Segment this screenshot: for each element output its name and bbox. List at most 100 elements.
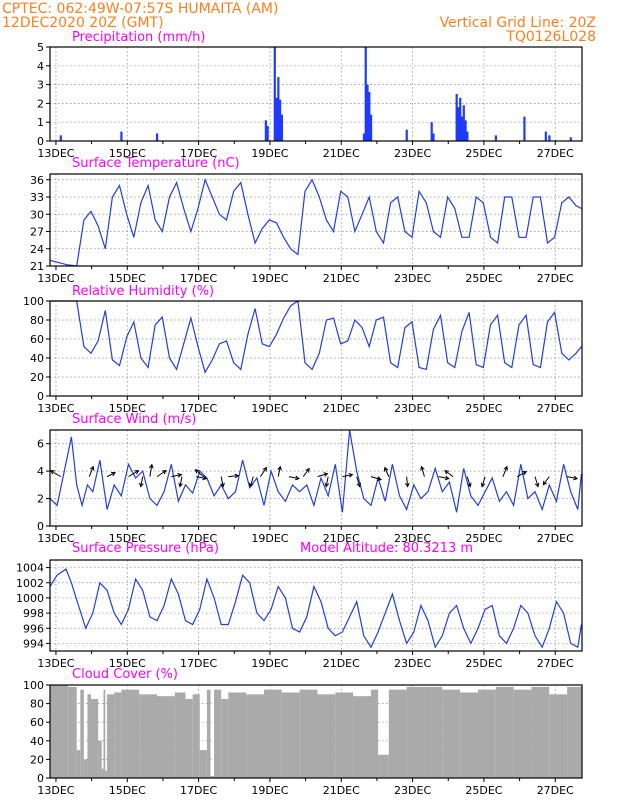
wind-vector bbox=[404, 476, 410, 488]
humidity-ytick-label: 40 bbox=[30, 352, 44, 365]
pressure-xtick-label: 21DEC bbox=[323, 657, 360, 670]
wind-ytick-label: 4 bbox=[37, 465, 44, 478]
precip-bar bbox=[569, 137, 572, 141]
temperature-frame bbox=[49, 173, 583, 267]
cloud-column bbox=[101, 768, 104, 778]
pressure-ytick-label: 994 bbox=[23, 637, 44, 650]
precip-bar bbox=[155, 133, 159, 141]
temperature-ytick-label: 21 bbox=[30, 260, 44, 273]
grid-line-note: Vertical Grid Line: 20Z bbox=[440, 15, 596, 31]
cloud-cover-ytick-label: 100 bbox=[23, 679, 44, 692]
temperature-xtick-label: 21DEC bbox=[323, 272, 360, 285]
precip-bar bbox=[405, 129, 408, 141]
precip-bar bbox=[280, 114, 284, 141]
wind-vector bbox=[139, 476, 144, 488]
wind-vector bbox=[383, 466, 390, 477]
model-id: TQ0126L028 bbox=[505, 29, 596, 45]
panel-humidity: Relative Humidity (%) 0 20 40 60 80 100 13DEC 15… bbox=[23, 284, 583, 415]
cloud-column bbox=[139, 694, 157, 778]
wind-ytick-label: 6 bbox=[37, 438, 44, 451]
cloud-column bbox=[531, 686, 550, 778]
cloud-column bbox=[495, 686, 514, 778]
cloud-cover-ytick-label: 0 bbox=[37, 772, 44, 785]
cloud-column bbox=[214, 689, 222, 778]
precip-bar bbox=[277, 77, 280, 141]
cloud-column bbox=[246, 694, 264, 778]
cloud-column bbox=[477, 689, 496, 778]
cloud-cover-xtick-label: 27DEC bbox=[537, 784, 574, 797]
precipitation-xtick-label: 23DEC bbox=[394, 147, 431, 160]
cloud-column bbox=[103, 689, 106, 778]
wind-vector bbox=[444, 470, 454, 478]
temperature-ytick-label: 27 bbox=[30, 226, 44, 239]
precip-bar bbox=[368, 92, 371, 141]
temperature-ytick-label: 24 bbox=[30, 243, 44, 256]
humidity-title: Relative Humidity (%) bbox=[72, 284, 214, 299]
wind-vector bbox=[277, 465, 282, 477]
cloud-cover-xtick-label: 21DEC bbox=[323, 784, 360, 797]
temperature-ytick-label: 30 bbox=[30, 208, 44, 221]
precipitation-ytick-label: 2 bbox=[37, 97, 44, 110]
cloud-column bbox=[80, 689, 84, 778]
precip-bar bbox=[59, 135, 62, 141]
cloud-cover-frame bbox=[49, 684, 583, 779]
panel-temperature: Surface Temperature (nC) 21 24 27 30 33 36 13DE… bbox=[30, 156, 583, 285]
cloud-column bbox=[67, 686, 77, 778]
wind-vector bbox=[171, 472, 183, 478]
cloud-column bbox=[549, 694, 568, 778]
wind-vector bbox=[317, 472, 329, 478]
wind-vector bbox=[156, 470, 167, 478]
precip-bar bbox=[462, 105, 465, 141]
humidity-xtick-label: 23DEC bbox=[394, 402, 431, 415]
precip-bar bbox=[279, 99, 282, 141]
precip-bar bbox=[455, 94, 458, 141]
precip-bar bbox=[273, 47, 276, 141]
cloud-column bbox=[406, 686, 425, 778]
temperature-xtick-label: 17DEC bbox=[180, 272, 217, 285]
precip-bar bbox=[457, 107, 460, 141]
temperature-xtick-label: 25DEC bbox=[465, 272, 502, 285]
cloud-column bbox=[83, 759, 88, 778]
cloud-column bbox=[424, 686, 443, 778]
wind-xtick-label: 27DEC bbox=[537, 532, 574, 545]
cloud-cover-ytick-label: 20 bbox=[30, 753, 44, 766]
wind-line bbox=[49, 429, 582, 513]
pressure-xtick-label: 25DEC bbox=[465, 657, 502, 670]
humidity-line bbox=[50, 299, 582, 374]
wind-ytick-label: 0 bbox=[37, 520, 44, 533]
precip-bar bbox=[544, 131, 547, 141]
pressure-line bbox=[49, 568, 582, 649]
cloud-column bbox=[156, 696, 175, 778]
precipitation-ytick-label: 1 bbox=[37, 116, 44, 129]
cloud-cover-xtick-label: 15DEC bbox=[109, 784, 146, 797]
pressure-frame bbox=[49, 559, 583, 652]
cloud-column bbox=[281, 692, 300, 778]
precipitation-ytick-label: 4 bbox=[37, 60, 44, 73]
cloud-cover-xtick-label: 17DEC bbox=[180, 784, 217, 797]
cloud-column bbox=[76, 750, 81, 778]
temperature-title: Surface Temperature (nC) bbox=[72, 156, 240, 171]
precip-bar bbox=[548, 135, 551, 141]
cloud-cover-xtick-label: 19DEC bbox=[251, 784, 288, 797]
humidity-ytick-label: 0 bbox=[37, 390, 44, 403]
cloud-column bbox=[335, 692, 354, 778]
pressure-ytick-label: 996 bbox=[23, 622, 44, 635]
cloud-column bbox=[299, 689, 318, 778]
precipitation-xtick-label: 13DEC bbox=[37, 147, 74, 160]
cloud-cover-title: Cloud Cover (%) bbox=[72, 667, 178, 682]
precip-bar bbox=[464, 120, 467, 141]
precip-bar bbox=[466, 131, 469, 141]
precip-bar bbox=[266, 125, 269, 141]
wind-xtick-label: 15DEC bbox=[109, 532, 146, 545]
model-altitude-label: Model Altitude: 80.3213 m bbox=[300, 541, 473, 556]
precip-bar bbox=[362, 133, 366, 141]
humidity-xtick-label: 25DEC bbox=[465, 402, 502, 415]
precip-bar bbox=[460, 116, 464, 141]
pressure-xtick-label: 17DEC bbox=[180, 657, 217, 670]
wind-vector bbox=[567, 475, 579, 481]
wind-vector bbox=[438, 475, 450, 481]
panel-wind: Surface Wind (m/s) 0 2 4 6 13DEC 15DEC 17DEC 19D… bbox=[37, 412, 583, 545]
wind-vector bbox=[370, 476, 382, 481]
precip-bar bbox=[494, 135, 498, 141]
precip-bar bbox=[264, 120, 267, 141]
